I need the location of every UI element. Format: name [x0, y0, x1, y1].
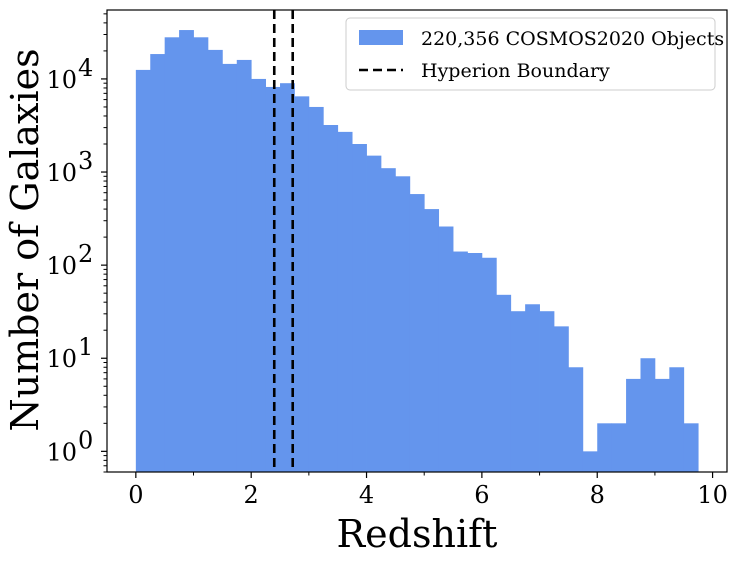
histogram-bar: [323, 125, 339, 473]
histogram-bar: [222, 63, 238, 472]
x-axis-ticks: 0 2 4 6 8 10: [128, 472, 728, 509]
histogram-bar: [568, 367, 584, 472]
boundary-lines-group: [272, 10, 295, 472]
histogram-bar: [164, 37, 180, 472]
y-tick-exponent: 3: [78, 147, 93, 175]
histogram-bar: [207, 49, 223, 472]
y-tick-label: 10: [46, 345, 77, 373]
legend-box: [345, 17, 716, 91]
histogram-bar: [236, 59, 252, 473]
legend-label-boundary: Hyperion Boundary: [421, 60, 610, 82]
histogram-bar: [597, 423, 613, 472]
histogram-bar: [510, 311, 526, 472]
y-tick-label: 10: [46, 438, 77, 466]
histogram-bar: [150, 54, 166, 472]
histogram-bar: [553, 326, 569, 472]
histogram-bar: [395, 176, 411, 472]
histogram-bar: [251, 78, 267, 472]
histogram-bar: [683, 423, 699, 472]
y-tick-label: 10: [46, 66, 77, 94]
histogram-bar: [640, 358, 656, 472]
y-axis-label: Number of Galaxies: [3, 48, 47, 431]
histogram-bar: [453, 251, 468, 472]
y-tick-exponent: 0: [78, 426, 93, 454]
plot-frame: [106, 9, 728, 473]
histogram-bar: [424, 209, 440, 472]
histogram-bar: [337, 131, 353, 473]
histogram-bar: [135, 69, 151, 473]
y-tick-label: 10: [46, 159, 77, 187]
histogram-bar: [611, 423, 627, 472]
histogram-bar: [179, 30, 194, 473]
histogram-bar: [669, 367, 685, 472]
histogram-bar: [438, 226, 454, 472]
y-tick-exponent: 2: [78, 240, 93, 268]
histogram-bar: [366, 155, 382, 472]
x-tick-label: 6: [474, 481, 489, 509]
legend: 220,356 COSMOS2020 Objects Hyperion Boun…: [345, 17, 724, 91]
x-tick-label: 10: [697, 481, 728, 509]
histogram-bar: [294, 96, 310, 473]
y-tick-exponent: 1: [78, 333, 93, 361]
histogram-bar: [654, 378, 670, 472]
histogram-bar: [539, 311, 555, 472]
x-tick-label: 4: [359, 481, 374, 509]
histogram-bar: [467, 253, 483, 472]
histogram-bar: [525, 304, 540, 472]
y-tick-label: 10: [46, 252, 77, 280]
y-tick-exponent: 4: [78, 54, 93, 82]
histogram-bar: [481, 257, 497, 472]
legend-label-histogram: 220,356 COSMOS2020 Objects: [421, 28, 724, 50]
histogram-bar: [496, 294, 512, 472]
histogram-bar: [380, 168, 396, 473]
histogram-bar: [308, 106, 324, 472]
x-tick-label: 8: [590, 481, 605, 509]
x-axis-label: Redshift: [337, 512, 498, 556]
legend-swatch-histogram: [359, 30, 403, 45]
histogram-bar: [626, 378, 641, 472]
histogram-bar: [280, 83, 295, 472]
histogram-bar: [193, 37, 209, 472]
histogram-bar: [352, 144, 367, 472]
x-tick-label: 2: [244, 481, 259, 509]
bars-group: [135, 30, 699, 473]
histogram-bar: [409, 194, 425, 473]
histogram-bar: [582, 451, 598, 472]
x-tick-label: 0: [128, 481, 143, 509]
